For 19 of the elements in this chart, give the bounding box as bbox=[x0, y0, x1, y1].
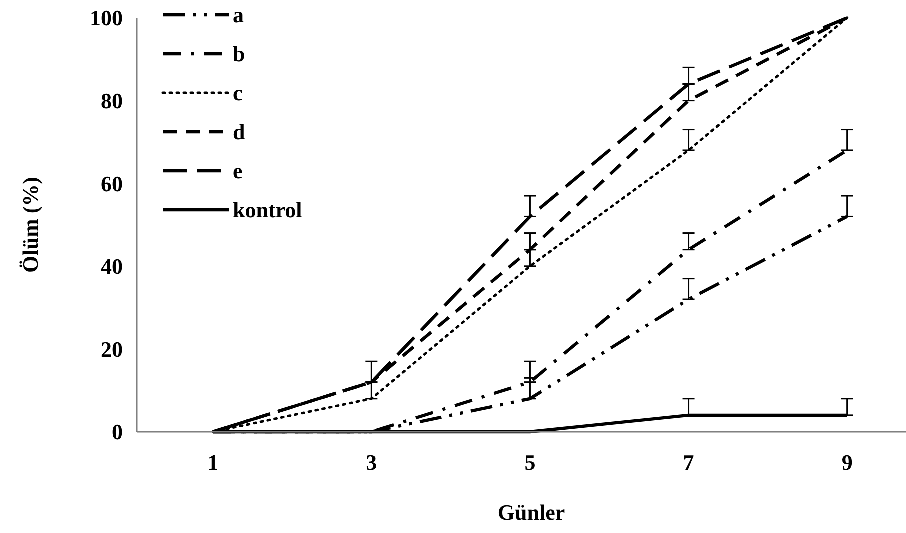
legend-label: c bbox=[233, 80, 243, 106]
x-tick-label: 1 bbox=[208, 450, 219, 475]
x-tick-label: 3 bbox=[366, 450, 378, 475]
y-tick-label: 60 bbox=[101, 171, 123, 196]
legend-label: b bbox=[233, 42, 246, 67]
legend-label: kontrol bbox=[233, 198, 302, 223]
x-tick-label: 5 bbox=[524, 450, 536, 475]
legend-label: a bbox=[233, 2, 244, 28]
x-axis-title: Günler bbox=[498, 500, 566, 525]
x-tick-label: 9 bbox=[842, 450, 853, 475]
legend-label: d bbox=[233, 120, 246, 145]
y-axis-title: Ölüm (%) bbox=[18, 177, 43, 273]
y-tick-label: 100 bbox=[90, 6, 123, 31]
y-tick-label: 80 bbox=[101, 88, 123, 114]
y-tick-label: 40 bbox=[101, 254, 123, 280]
x-tick-label: 7 bbox=[683, 450, 694, 475]
legend-label: e bbox=[233, 158, 243, 184]
y-tick-label: 20 bbox=[101, 336, 123, 362]
y-tick-label: 0 bbox=[112, 420, 123, 445]
